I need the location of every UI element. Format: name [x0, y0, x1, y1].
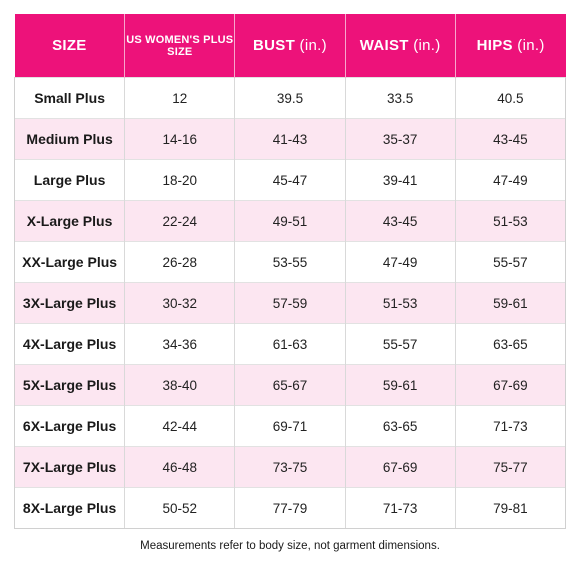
hips-cell: 47-49 [454, 159, 567, 201]
bust-cell: 61-63 [234, 323, 346, 365]
us-size-cell: 26-28 [124, 241, 235, 283]
table-row: Large Plus 18-20 45-47 39-41 47-49 [13, 159, 567, 201]
table-row: Medium Plus 14-16 41-43 35-37 43-45 [13, 118, 567, 160]
us-size-cell: 46-48 [124, 446, 235, 488]
header-size: SIZE [14, 14, 125, 78]
bust-cell: 65-67 [234, 364, 346, 406]
waist-cell: 55-57 [344, 323, 456, 365]
us-size-cell: 38-40 [124, 364, 235, 406]
bust-cell: 73-75 [234, 446, 346, 488]
table-row: 6X-Large Plus 42-44 69-71 63-65 71-73 [13, 405, 567, 447]
size-cell: 4X-Large Plus [13, 323, 125, 365]
waist-cell: 33.5 [344, 77, 456, 119]
waist-cell: 43-45 [344, 200, 456, 242]
bust-cell: 45-47 [234, 159, 346, 201]
waist-cell: 67-69 [344, 446, 456, 488]
size-cell: 8X-Large Plus [13, 487, 125, 529]
table-row: XX-Large Plus 26-28 53-55 47-49 55-57 [13, 241, 567, 283]
us-size-cell: 34-36 [124, 323, 235, 365]
size-cell: 6X-Large Plus [13, 405, 125, 447]
size-chart-table: SIZE US WOMEN'S PLUS SIZE BUST (in.) WAI… [13, 14, 567, 529]
size-cell: 3X-Large Plus [13, 282, 125, 324]
us-size-cell: 50-52 [124, 487, 235, 529]
header-waist: WAIST (in.) [344, 14, 456, 78]
header-row: SIZE US WOMEN'S PLUS SIZE BUST (in.) WAI… [14, 14, 566, 78]
hips-cell: 51-53 [454, 200, 567, 242]
table-row: Small Plus 12 39.5 33.5 40.5 [13, 77, 567, 119]
table-row: 3X-Large Plus 30-32 57-59 51-53 59-61 [13, 282, 567, 324]
header-hips: HIPS (in.) [454, 14, 566, 78]
size-cell: Large Plus [13, 159, 125, 201]
hips-cell: 71-73 [454, 405, 567, 447]
waist-cell: 35-37 [344, 118, 456, 160]
footnote: Measurements refer to body size, not gar… [140, 540, 440, 552]
header-us-womens-plus-size: US WOMEN'S PLUS SIZE [124, 14, 235, 78]
size-cell: 7X-Large Plus [13, 446, 125, 488]
us-size-cell: 42-44 [124, 405, 235, 447]
table-row: 8X-Large Plus 50-52 77-79 71-73 79-81 [13, 487, 567, 529]
hips-cell: 75-77 [454, 446, 567, 488]
waist-cell: 47-49 [344, 241, 456, 283]
hips-cell: 43-45 [454, 118, 567, 160]
hips-cell: 63-65 [454, 323, 567, 365]
size-cell: 5X-Large Plus [13, 364, 125, 406]
us-size-cell: 22-24 [124, 200, 235, 242]
table-row: 5X-Large Plus 38-40 65-67 59-61 67-69 [13, 364, 567, 406]
waist-cell: 59-61 [344, 364, 456, 406]
table-row: 4X-Large Plus 34-36 61-63 55-57 63-65 [13, 323, 567, 365]
size-cell: Small Plus [13, 77, 125, 119]
us-size-cell: 18-20 [124, 159, 235, 201]
hips-cell: 79-81 [454, 487, 567, 529]
header-bust: BUST (in.) [234, 14, 346, 78]
hips-cell: 55-57 [454, 241, 567, 283]
bust-cell: 53-55 [234, 241, 346, 283]
bust-cell: 49-51 [234, 200, 346, 242]
hips-cell: 40.5 [454, 77, 567, 119]
bust-cell: 57-59 [234, 282, 346, 324]
table-row: 7X-Large Plus 46-48 73-75 67-69 75-77 [13, 446, 567, 488]
hips-cell: 67-69 [454, 364, 567, 406]
bust-cell: 39.5 [234, 77, 346, 119]
waist-cell: 51-53 [344, 282, 456, 324]
us-size-cell: 14-16 [124, 118, 235, 160]
waist-cell: 39-41 [344, 159, 456, 201]
waist-cell: 71-73 [344, 487, 456, 529]
bust-cell: 77-79 [234, 487, 346, 529]
bust-cell: 69-71 [234, 405, 346, 447]
size-cell: XX-Large Plus [13, 241, 125, 283]
us-size-cell: 30-32 [124, 282, 235, 324]
size-cell: Medium Plus [13, 118, 125, 160]
size-cell: X-Large Plus [13, 200, 125, 242]
hips-cell: 59-61 [454, 282, 567, 324]
us-size-cell: 12 [124, 77, 235, 119]
bust-cell: 41-43 [234, 118, 346, 160]
waist-cell: 63-65 [344, 405, 456, 447]
table-row: X-Large Plus 22-24 49-51 43-45 51-53 [13, 200, 567, 242]
